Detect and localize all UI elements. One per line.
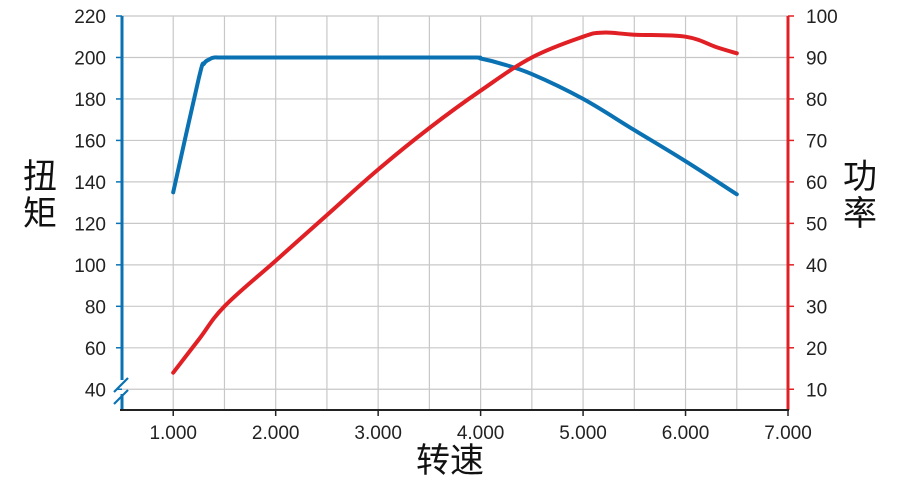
axes: [113, 15, 794, 416]
y-right-tick-label: 70: [806, 131, 827, 152]
grid-lines: [122, 15, 789, 410]
right-axis-title-char-2: 率: [843, 194, 877, 234]
y-left-tick-label: 100: [74, 256, 106, 277]
y-right-tick-label: 10: [806, 380, 827, 401]
y-left-tick-label: 40: [85, 380, 106, 401]
x-tick-label: 1.000: [149, 423, 197, 444]
y-left-tick-label: 120: [74, 214, 106, 235]
series-layer: [171, 30, 739, 375]
x-tick-label: 3.000: [354, 423, 402, 444]
x-tick-label: 2.000: [252, 423, 300, 444]
y-left-tick-label: 140: [74, 173, 106, 194]
axis-break-mark: [113, 389, 129, 405]
x-tick-label: 7.000: [764, 423, 812, 444]
x-axis-title: 转速: [416, 441, 484, 481]
y-right-tick-label: 30: [806, 297, 827, 318]
y-right-tick-label: 100: [806, 7, 838, 28]
y-right-tick-label: 20: [806, 339, 827, 360]
right-axis-title-char-1: 功: [843, 157, 877, 197]
x-tick-label: 5.000: [559, 423, 607, 444]
y-left-tick-label: 200: [74, 48, 106, 69]
y-left-tick-label: 80: [85, 297, 106, 318]
x-tick-label: 4.000: [457, 423, 505, 444]
y-right-tick-label: 50: [806, 214, 827, 235]
y-left-tick-label: 60: [85, 339, 106, 360]
torque-series-line: [171, 55, 739, 197]
y-left-tick-label: 220: [74, 7, 106, 28]
y-left-tick-label: 180: [74, 90, 106, 111]
left-axis-title-char-1: 扭: [23, 157, 57, 197]
x-tick-label: 6.000: [662, 423, 710, 444]
y-right-tick-label: 40: [806, 256, 827, 277]
left-axis-title-char-2: 矩: [23, 194, 57, 234]
y-right-tick-label: 80: [806, 90, 827, 111]
y-left-tick-label: 160: [74, 131, 106, 152]
y-right-tick-label: 90: [806, 48, 827, 69]
y-right-tick-label: 60: [806, 173, 827, 194]
power-series-line: [171, 30, 739, 375]
tick-labels: 1.000 2.000 3.000 4.000 5.000 6.000 7.000 40 60 8…: [74, 7, 837, 444]
